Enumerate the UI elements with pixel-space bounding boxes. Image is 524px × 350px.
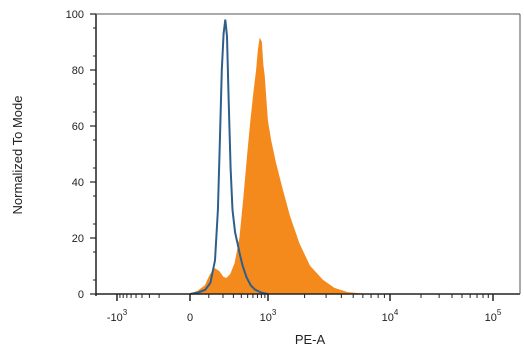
x-tick-label: 105	[485, 308, 502, 324]
y-tick-label: 80	[72, 65, 84, 77]
y-tick-label: 0	[78, 289, 84, 301]
y-tick-label: 40	[72, 177, 84, 189]
histogram-fill-series	[189, 37, 363, 295]
x-tick-label: 103	[260, 308, 277, 324]
y-axis-title: Normalized To Mode	[10, 96, 25, 215]
x-axis-title: PE-A	[295, 332, 326, 347]
histogram-outline-series	[189, 19, 269, 295]
x-tick-label: -103	[107, 308, 128, 324]
x-tick-label: 104	[382, 308, 399, 324]
axes: 0 20 40 60 80 100 -103 0 103 104 105	[66, 9, 521, 324]
y-tick-label: 60	[72, 121, 84, 133]
x-tick-label: 0	[187, 312, 193, 324]
plot-area	[189, 19, 363, 295]
y-tick-label: 100	[66, 9, 84, 21]
y-tick-label: 20	[72, 233, 84, 245]
